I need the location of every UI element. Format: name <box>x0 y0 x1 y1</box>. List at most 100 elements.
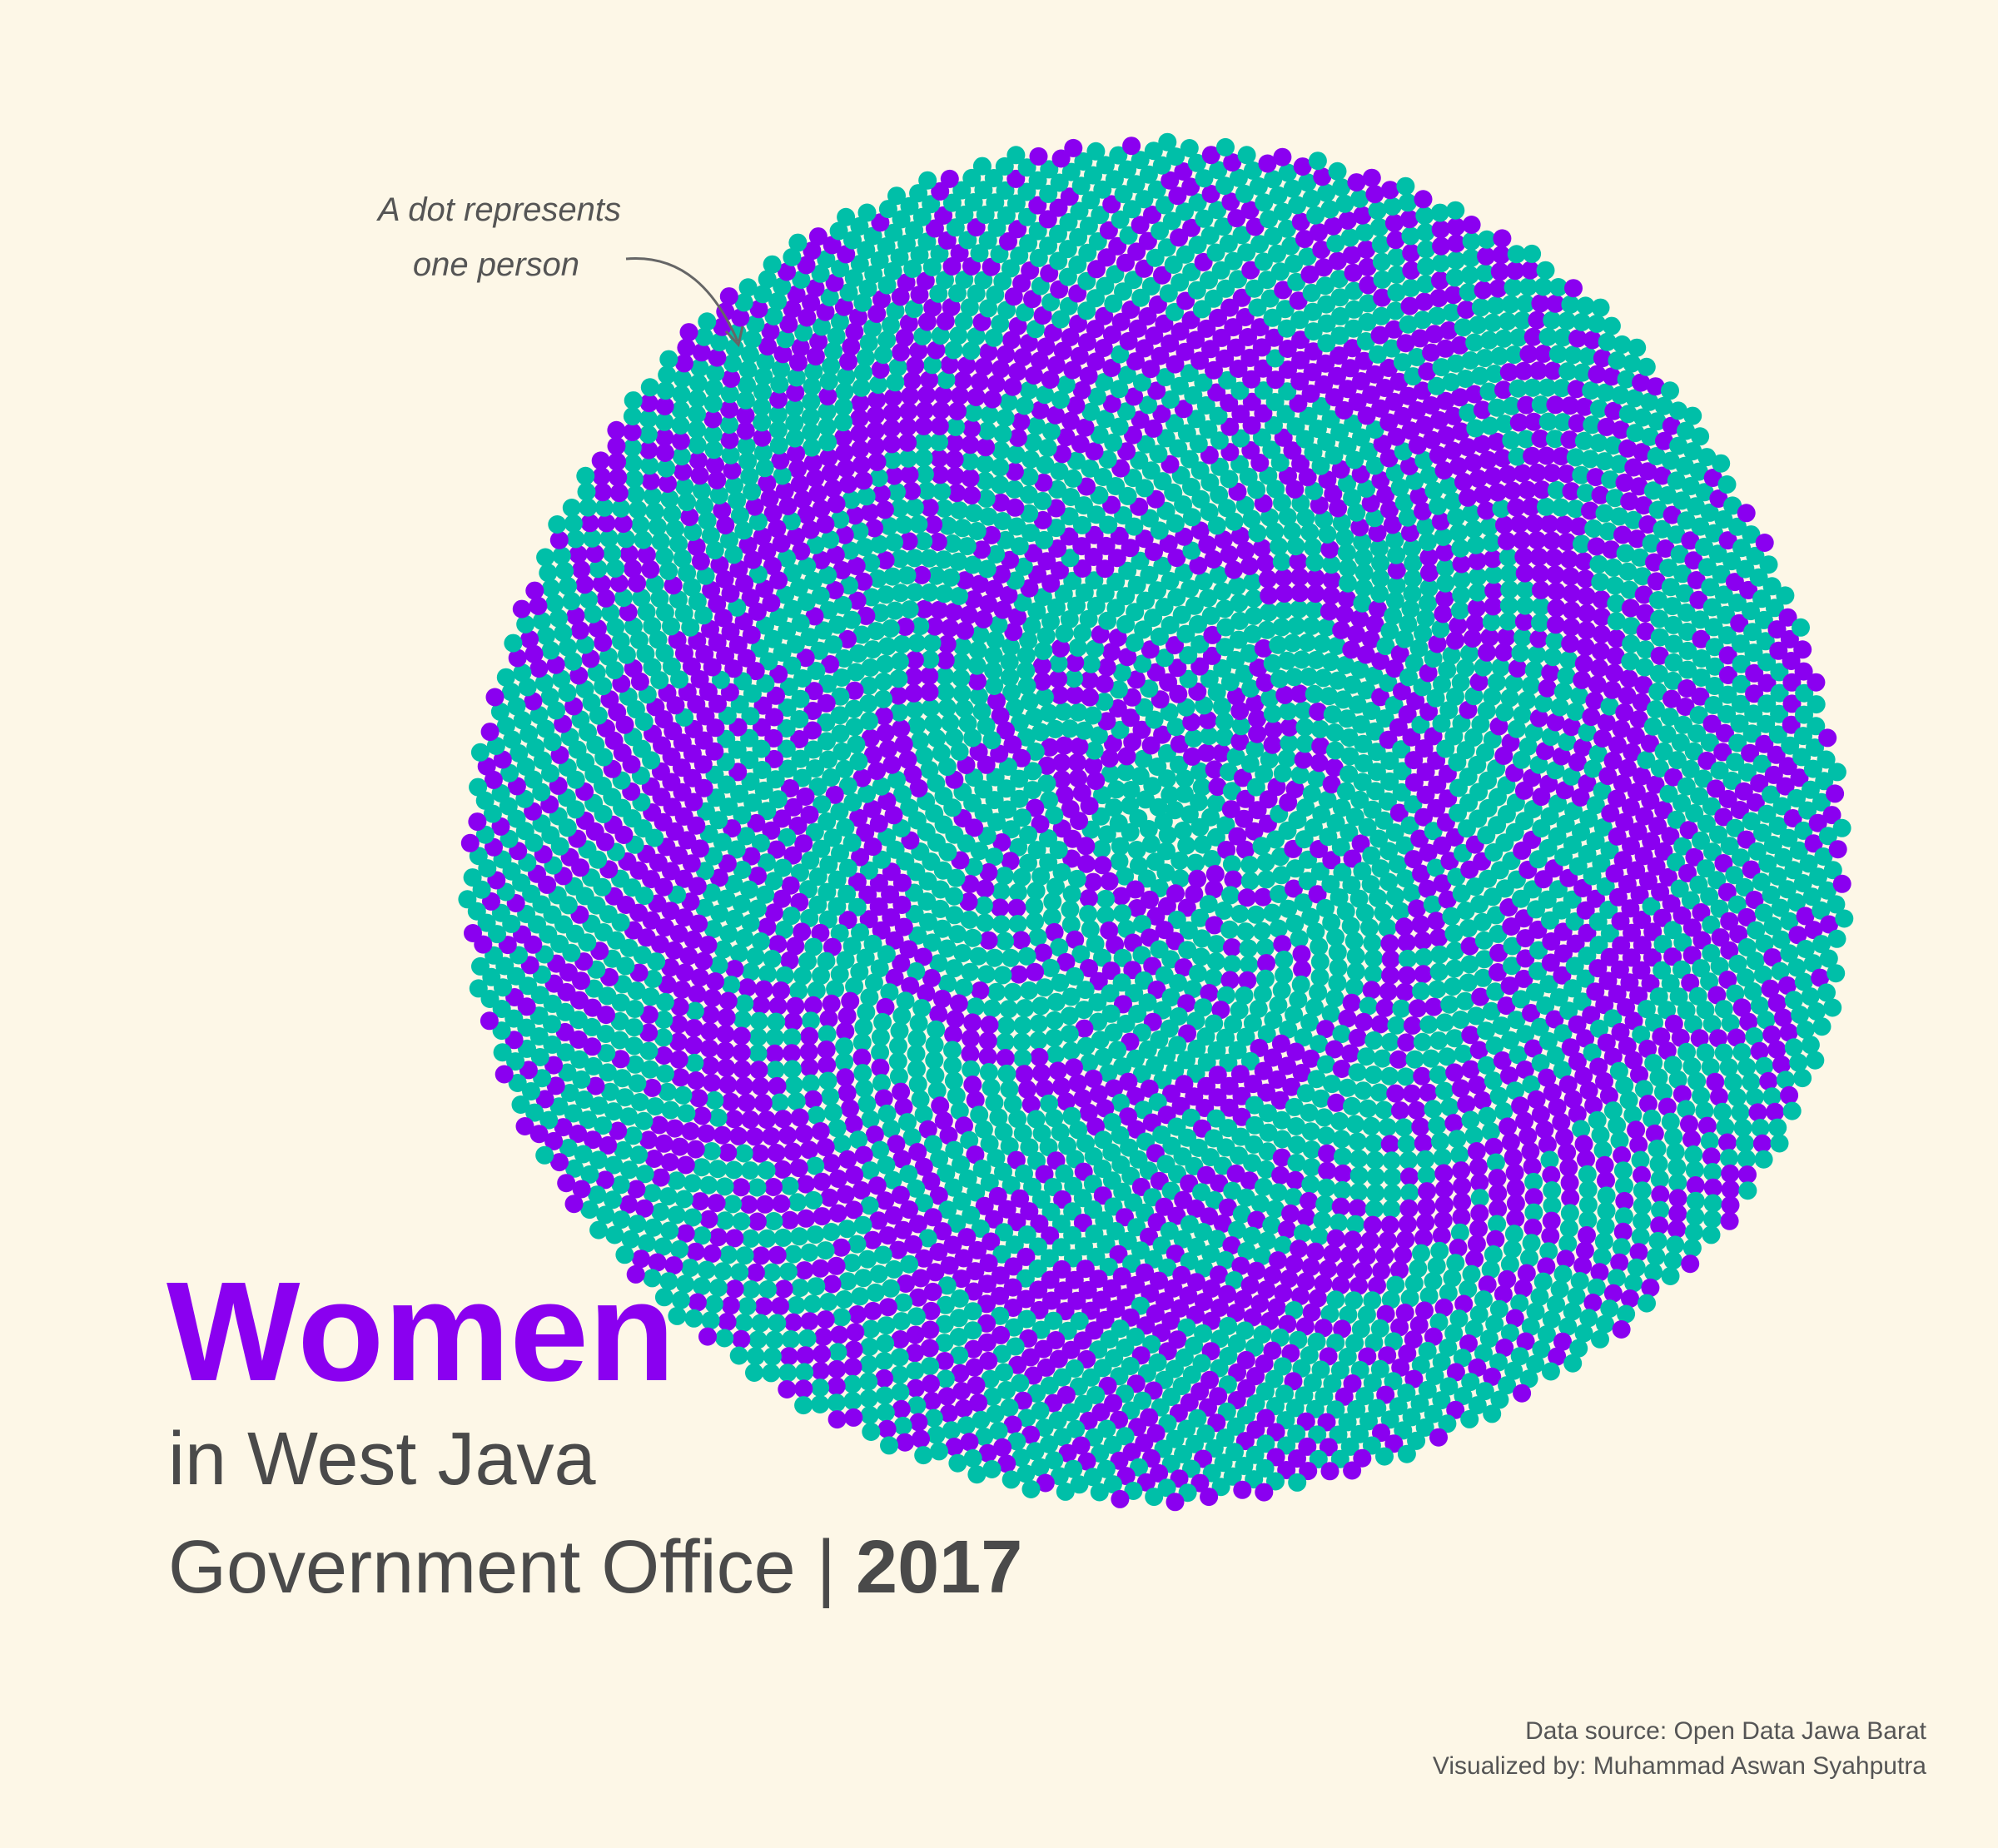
dot <box>757 1160 776 1180</box>
dot <box>603 544 622 563</box>
dot <box>1215 712 1234 731</box>
dot <box>1028 928 1047 946</box>
dot <box>1353 862 1372 881</box>
dot <box>845 718 864 737</box>
dot <box>1357 1047 1376 1066</box>
dot <box>1543 648 1563 667</box>
dot <box>912 999 932 1018</box>
dot <box>1248 724 1267 743</box>
dot <box>1161 988 1180 1007</box>
dot <box>987 544 1006 564</box>
dot <box>1465 1249 1484 1269</box>
dot <box>1249 999 1268 1018</box>
dot <box>1350 609 1369 628</box>
dot <box>1017 1080 1036 1099</box>
dot <box>1161 616 1180 634</box>
dot <box>838 1272 857 1291</box>
dot <box>1205 880 1224 899</box>
dot <box>917 984 936 1002</box>
dot <box>1392 782 1411 802</box>
dot <box>649 1115 668 1135</box>
dot <box>1481 1122 1500 1141</box>
dot <box>1326 927 1345 946</box>
dot <box>930 416 949 435</box>
dot <box>802 1074 820 1093</box>
dot <box>1069 1120 1088 1140</box>
dot <box>1066 966 1084 986</box>
dot <box>1107 549 1126 568</box>
dot <box>1308 885 1327 904</box>
dot <box>843 792 862 812</box>
dot <box>1060 507 1079 526</box>
dot <box>1075 1019 1094 1038</box>
dot <box>1398 705 1417 724</box>
dot <box>1227 687 1245 706</box>
dot <box>1111 837 1130 856</box>
dot <box>844 1115 863 1134</box>
dot <box>1035 688 1054 707</box>
dot <box>1228 577 1246 596</box>
dot <box>1013 1124 1032 1143</box>
dot <box>1291 494 1310 513</box>
dot <box>1264 1011 1283 1030</box>
dot <box>1327 1093 1346 1112</box>
dot <box>658 1082 677 1101</box>
dot <box>838 858 857 877</box>
dot <box>1175 769 1195 788</box>
dot <box>1411 1117 1430 1136</box>
dot <box>875 1386 894 1405</box>
dot <box>1413 1066 1432 1085</box>
dot <box>1239 939 1258 958</box>
dot <box>1046 499 1066 518</box>
dot <box>1279 1020 1298 1039</box>
dot <box>909 1014 928 1033</box>
dot <box>1434 1164 1454 1183</box>
dot <box>599 529 619 548</box>
dot <box>1012 1032 1031 1051</box>
dot <box>1039 853 1058 872</box>
dot <box>894 917 913 936</box>
dot <box>922 969 941 987</box>
dot <box>1257 1025 1276 1044</box>
dot <box>1629 1243 1648 1262</box>
dot <box>1397 933 1416 952</box>
dot <box>1032 1124 1051 1143</box>
dot <box>828 1119 847 1138</box>
dot <box>1260 688 1280 708</box>
dot <box>805 822 824 842</box>
dot <box>825 785 844 804</box>
dot <box>1121 796 1140 815</box>
dot <box>823 828 842 847</box>
dot <box>932 401 951 420</box>
dot <box>1309 983 1328 1002</box>
dot <box>1016 646 1036 665</box>
dot <box>1557 667 1576 686</box>
dot <box>1216 1028 1235 1047</box>
dot <box>1401 599 1420 618</box>
dot <box>1294 701 1313 720</box>
dot <box>1338 1078 1357 1097</box>
dot <box>962 419 981 438</box>
dot <box>1256 554 1275 573</box>
dot <box>732 1043 751 1062</box>
dot <box>1511 643 1530 663</box>
dot <box>1119 1072 1138 1091</box>
dot <box>1011 713 1029 733</box>
dot <box>997 530 1015 549</box>
dot <box>1394 1245 1413 1264</box>
dot <box>1252 837 1271 856</box>
dot <box>1379 842 1399 861</box>
dot <box>1088 993 1107 1012</box>
dot <box>892 896 912 914</box>
dot <box>844 1340 863 1359</box>
dot <box>997 721 1015 740</box>
dot <box>890 703 909 722</box>
dot <box>1306 922 1325 941</box>
dot <box>701 1005 720 1024</box>
dot <box>1198 535 1217 554</box>
dot <box>1054 702 1073 721</box>
dot <box>1379 872 1399 892</box>
dot <box>1275 601 1293 619</box>
dot <box>806 1156 825 1175</box>
dot <box>1337 544 1356 562</box>
